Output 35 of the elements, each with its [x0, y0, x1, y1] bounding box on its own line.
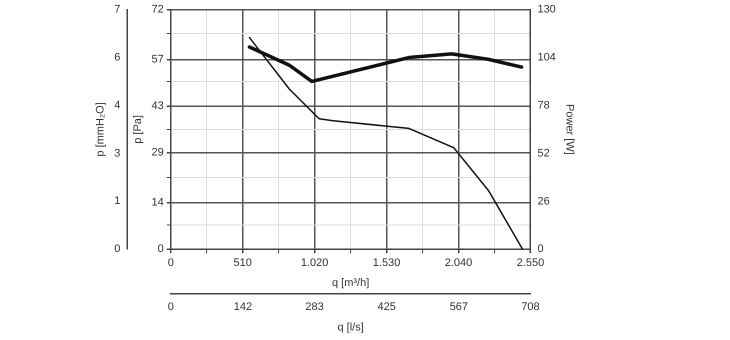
y2-tick-label: 52	[537, 147, 550, 160]
x-tick-label: 2.550	[516, 256, 544, 269]
x2-tick-label: 0	[168, 301, 174, 314]
y2-axis-title: Power [W]	[563, 104, 576, 155]
x-axis-title: q [m³/h]	[332, 277, 370, 290]
y-axis-title: p [Pa]	[132, 115, 144, 144]
y3-tick-label: 7	[114, 4, 120, 16]
x-tick-label: 510	[234, 256, 252, 269]
x-tick-label: 1.530	[372, 256, 400, 269]
x2-tick-label: 142	[234, 301, 252, 314]
y2-tick-label: 26	[537, 195, 550, 208]
y2-tick-label: 0	[537, 243, 544, 256]
x-tick-label: 1.020	[300, 256, 328, 269]
y3-tick-label: 3	[114, 147, 120, 160]
x-tick-label: 0	[168, 256, 174, 269]
y-tick-label: 72	[152, 4, 164, 16]
y2-tick-label: 130	[537, 4, 556, 16]
y3-tick-label: 4	[114, 99, 120, 112]
x2-tick-label: 283	[305, 301, 324, 314]
x-tick-label: 2.040	[444, 256, 472, 269]
y-tick-label: 57	[152, 54, 164, 66]
x2-tick-label: 425	[377, 301, 396, 314]
y-tick-label: 0	[158, 243, 164, 256]
x2-axis-title: q [l/s]	[337, 321, 364, 334]
y2-tick-label: 104	[537, 52, 556, 64]
y3-tick-label: 6	[114, 52, 120, 64]
y3-tick-label: 0	[114, 243, 120, 256]
x2-tick-label: 708	[521, 301, 540, 314]
y2-tick-label: 78	[537, 99, 550, 112]
y-tick-label: 43	[152, 100, 164, 112]
y-tick-label: 29	[152, 146, 164, 159]
y3-axis-title: p [mmH₂O]	[94, 102, 107, 157]
y3-tick-label: 1	[114, 195, 120, 208]
y-tick-label: 14	[152, 196, 164, 209]
x2-tick-label: 567	[450, 301, 468, 314]
